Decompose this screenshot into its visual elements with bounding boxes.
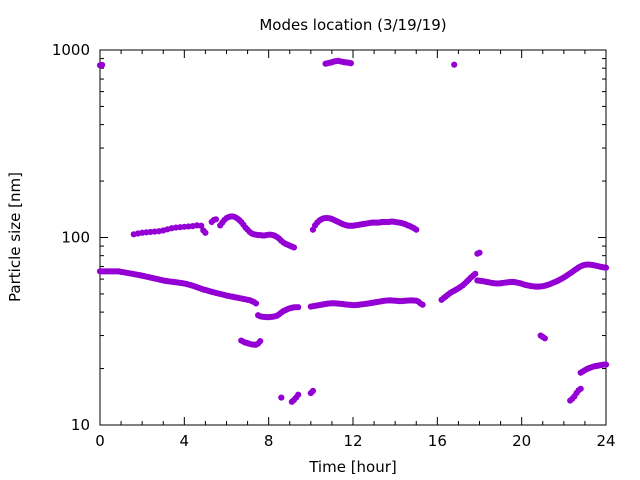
x-axis: 0 4 8 12 16 20 24 — [95, 50, 616, 450]
data-point — [541, 335, 548, 342]
data-point — [347, 60, 354, 67]
data-point — [278, 394, 285, 401]
data-point — [212, 216, 220, 223]
data-point — [295, 304, 302, 311]
y-tick-label: 100 — [61, 229, 90, 247]
y-tick-label: 1000 — [52, 41, 90, 59]
y-axis-title: Particle size [nm] — [6, 172, 24, 302]
y-axis: 10 100 1000 — [52, 41, 606, 434]
x-tick-label: 12 — [343, 432, 362, 450]
data-point — [257, 338, 264, 345]
data-point — [99, 61, 106, 69]
data-point — [419, 301, 426, 308]
x-tick-label: 20 — [512, 432, 531, 450]
data-point — [290, 244, 298, 251]
x-axis-title: Time [hour] — [308, 458, 397, 476]
data-point — [202, 229, 209, 236]
y-tick-label: 10 — [71, 416, 90, 434]
x-tick-label: 8 — [264, 432, 274, 450]
data-point — [295, 391, 302, 398]
x-tick-label: 24 — [596, 432, 615, 450]
data-point — [413, 226, 420, 233]
x-tick-label: 0 — [95, 432, 105, 450]
data-point — [252, 300, 260, 307]
data-point — [198, 222, 205, 229]
chart-title: Modes location (3/19/19) — [259, 16, 446, 34]
x-tick-label: 16 — [428, 432, 447, 450]
data-point — [451, 61, 458, 68]
data-point — [602, 264, 610, 271]
data-point — [577, 385, 584, 392]
data-point — [476, 249, 483, 256]
data-point — [602, 361, 610, 368]
plot-frame — [99, 49, 607, 426]
data-point — [472, 270, 479, 277]
data-point — [309, 387, 317, 394]
x-tick-label: 4 — [180, 432, 190, 450]
data-points — [96, 57, 610, 405]
